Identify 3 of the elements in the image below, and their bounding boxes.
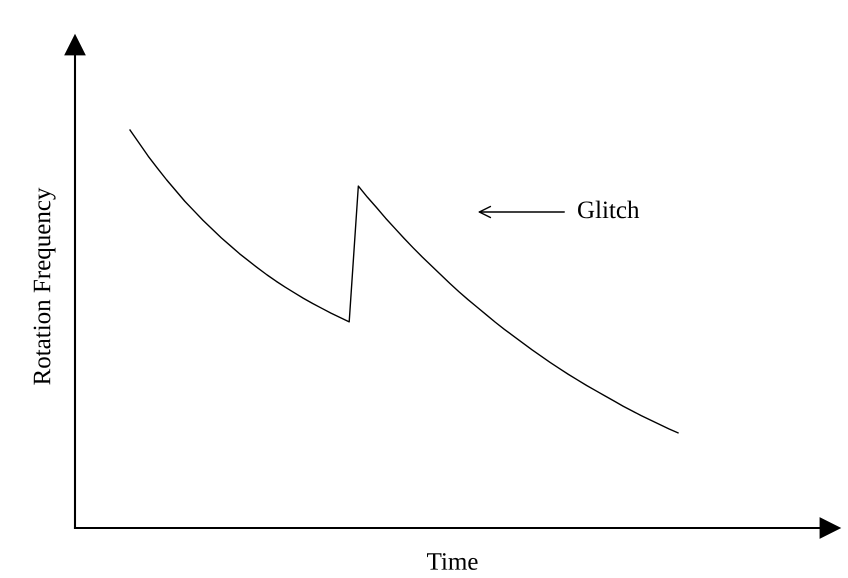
y-axis-title: Rotation Frequency bbox=[34, 188, 56, 385]
annotation: Glitch bbox=[578, 200, 640, 218]
x-axis-title: Time bbox=[427, 553, 478, 570]
